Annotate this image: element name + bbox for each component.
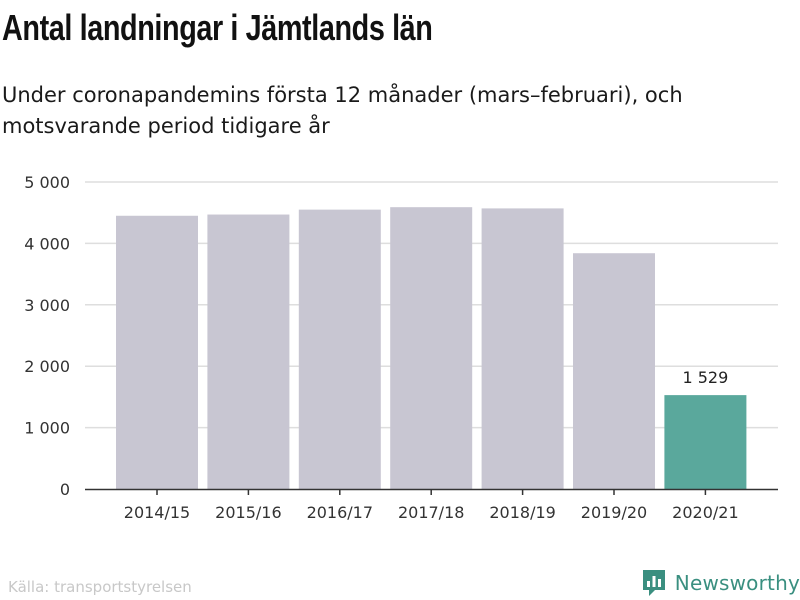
source-note: Källa: transportstyrelsen (8, 578, 192, 596)
bar-chart: 0 1 000 2 000 3 000 4 000 5 000 2014/15 2015/16… (24, 173, 778, 522)
bar (116, 215, 198, 489)
chart-subtitle: Under coronapandemins första 12 månader … (2, 83, 683, 138)
x-tick-label: 2016/17 (307, 503, 373, 522)
chart-title: Antal landningar i Jämtlands län (2, 7, 433, 48)
y-tick-label: 3 000 (24, 296, 70, 315)
y-tick-label: 4 000 (24, 234, 70, 253)
data-label: 1 529 (682, 368, 728, 387)
bar (481, 208, 564, 489)
newsworthy-logo-icon (642, 570, 665, 596)
x-tick-label: 2015/16 (215, 503, 281, 522)
bar (390, 207, 473, 489)
x-tick-label: 2019/20 (581, 503, 647, 522)
bar (207, 214, 290, 489)
y-tick-label: 1 000 (24, 419, 70, 438)
bar (298, 209, 381, 489)
brand-name: Newsworthy (674, 571, 800, 595)
y-tick-label: 2 000 (24, 357, 70, 376)
bar (664, 395, 747, 489)
newsworthy-brand: Newsworthy (641, 568, 800, 598)
x-tick-label: 2020/21 (672, 503, 738, 522)
x-tick-label: 2018/19 (489, 503, 555, 522)
x-tick-label: 2017/18 (398, 503, 464, 522)
bar (573, 253, 655, 489)
y-tick-label: 0 (60, 480, 70, 499)
y-tick-label: 5 000 (24, 173, 70, 192)
x-tick-label: 2014/15 (124, 503, 190, 522)
